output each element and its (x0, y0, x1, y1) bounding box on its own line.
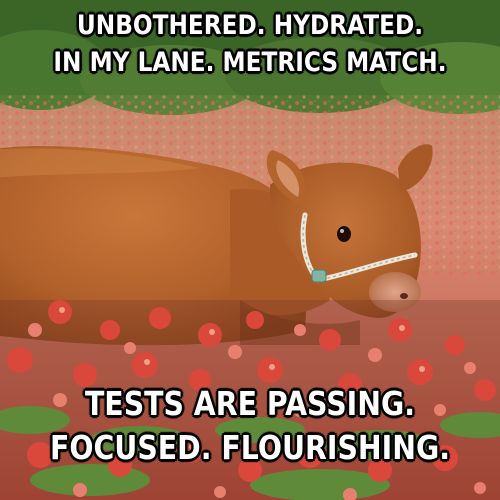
cow (0, 144, 433, 346)
top-caption-line-2: IN MY LANE. METRICS MATCH. (53, 47, 447, 78)
bottom-caption-line-1: TESTS ARE PASSING. (84, 384, 416, 423)
top-caption-line-1: UNBOTHERED. HYDRATED. (76, 10, 424, 41)
top-caption: UNBOTHERED. HYDRATED. IN MY LANE. METRIC… (35, 7, 465, 81)
foreground-flowers (0, 300, 500, 500)
cow-nostril (400, 293, 408, 299)
cow-ear-left-inner (276, 160, 300, 197)
cow-muzzle (369, 272, 421, 312)
cow-eye (337, 226, 351, 242)
bottom-caption-line-2: FOCUSED. FLOURISHING. (49, 428, 451, 467)
halter-ring (311, 269, 327, 283)
bottom-caption: TESTS ARE PASSING. FOCUSED. FLOURISHING. (35, 382, 465, 470)
cow-back-highlight (0, 148, 200, 178)
cow-ear-right (398, 144, 433, 192)
